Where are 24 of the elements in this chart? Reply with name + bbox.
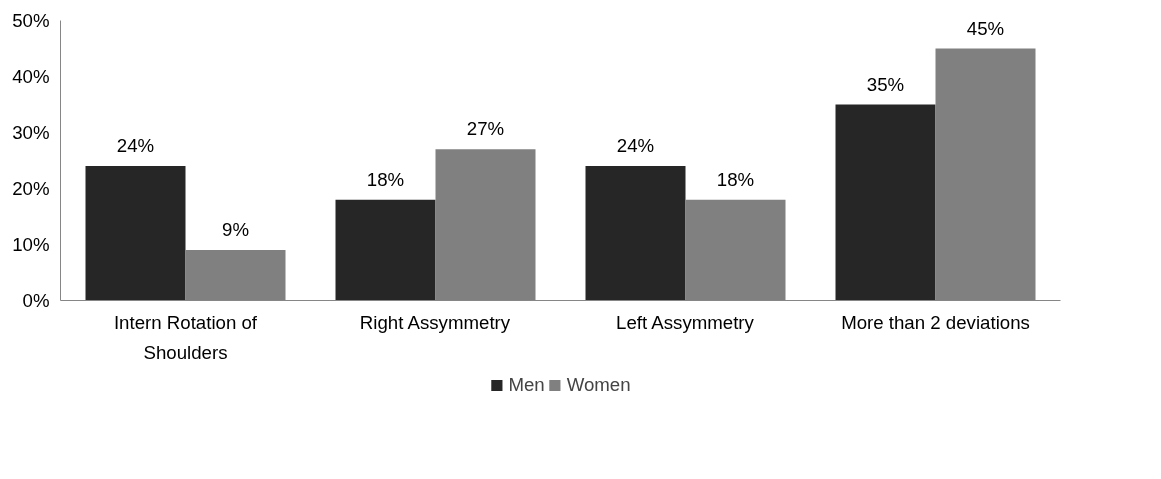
bar (585, 166, 686, 301)
y-tick-label: 20% (12, 178, 50, 199)
x-tick-label: Right Assymmetry (359, 311, 511, 333)
y-tick-label: 0% (22, 290, 50, 311)
y-tick-label: 40% (12, 66, 50, 87)
bar (85, 166, 186, 301)
data-label: 27% (466, 118, 505, 140)
data-label: 18% (716, 168, 755, 190)
bar (335, 199, 436, 301)
bar (835, 104, 936, 301)
category-label: Intern Rotation of Shoulders (113, 311, 258, 363)
y-tick-label: 10% (12, 234, 50, 255)
x-tick-label: Left Assymmetry (616, 311, 755, 333)
data-label: 35% (866, 73, 905, 95)
data-label: 24% (116, 135, 155, 157)
y-tick-label: 30% (12, 122, 50, 143)
legend-label: Men (508, 374, 545, 396)
x-tick-label: More than 2 deviations (841, 311, 1030, 333)
data-label: 9% (222, 219, 249, 241)
y-tick-label: 50% (12, 10, 50, 31)
data-label: 24% (616, 135, 655, 157)
legend-label: Women (566, 374, 631, 396)
data-label: 45% (966, 17, 1005, 39)
data-label: 18% (366, 168, 405, 190)
